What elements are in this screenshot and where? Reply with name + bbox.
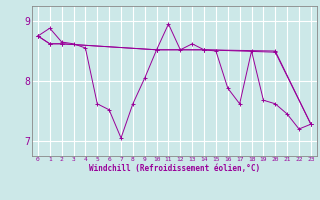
X-axis label: Windchill (Refroidissement éolien,°C): Windchill (Refroidissement éolien,°C) [89, 164, 260, 173]
